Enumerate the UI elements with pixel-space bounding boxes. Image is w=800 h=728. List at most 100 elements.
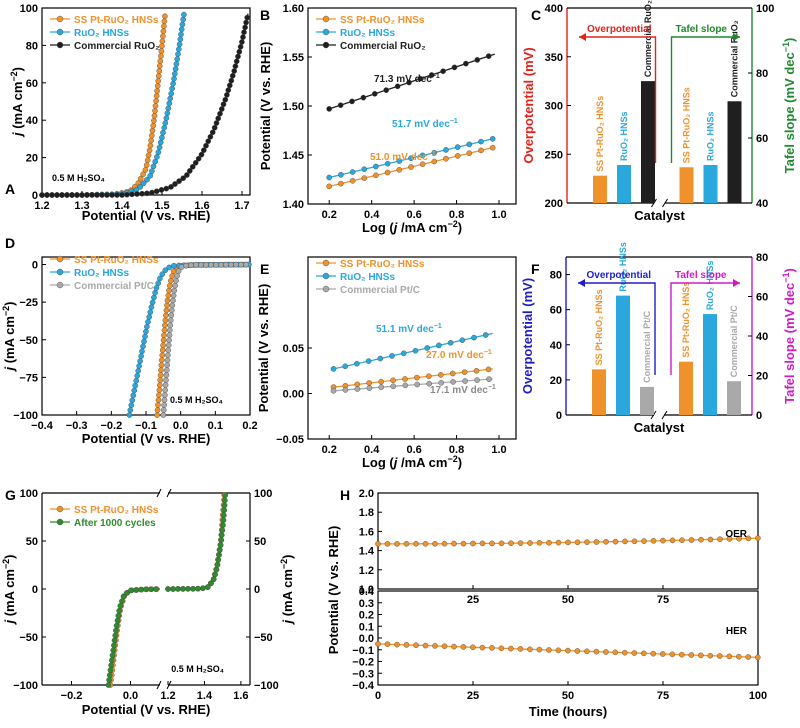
panel-a-series-0-point bbox=[153, 93, 160, 99]
panel-a-series-0-point bbox=[140, 171, 146, 178]
panel-a-series-2-point bbox=[44, 192, 50, 198]
x-tick-label: 50 bbox=[562, 690, 574, 702]
panel-g-her-series-1-point bbox=[113, 622, 120, 629]
overpotential-arrowhead bbox=[578, 279, 585, 287]
tafel-bar bbox=[727, 101, 742, 203]
slope-sup: −1 bbox=[450, 118, 458, 125]
panel-e-series-1-point bbox=[447, 339, 454, 346]
right-ylabel-group: Tafel slope (mV dec−1) bbox=[781, 38, 797, 174]
panel-h-oer-point bbox=[726, 536, 733, 542]
y-tick-label: −50 bbox=[254, 632, 273, 644]
panel-d-series-2-point bbox=[162, 392, 168, 398]
panel-d-series-0-point bbox=[164, 297, 171, 304]
x-tick-label: 0.0 bbox=[173, 420, 188, 432]
y-tick-label: 0.2 bbox=[359, 610, 374, 622]
panel-h-her-point bbox=[707, 652, 714, 659]
overpotential-bar bbox=[592, 369, 606, 415]
panel-d-series-1-point bbox=[137, 358, 143, 364]
y-tick-label: 100 bbox=[254, 488, 272, 500]
panel-h-oer-point bbox=[451, 540, 457, 547]
panel-g-her-series-1-point bbox=[110, 647, 116, 654]
panel-h-her-point bbox=[536, 646, 543, 653]
panel-d-series-0-point bbox=[166, 282, 173, 289]
y-tick-label: 1.2 bbox=[359, 565, 374, 577]
label-part: ) bbox=[782, 38, 797, 42]
panel-d-series-0-point bbox=[169, 273, 175, 279]
right-y-tick-label: 0 bbox=[756, 410, 762, 422]
panel-h-her-point bbox=[546, 647, 552, 653]
panel-h-oer-point bbox=[422, 541, 429, 547]
x-tick-label: 0.2 bbox=[242, 420, 257, 432]
y-tick-label: 0.3 bbox=[359, 598, 374, 610]
panel-d-series-1-point bbox=[149, 299, 156, 306]
panel-a-series-2-point bbox=[198, 151, 205, 158]
panel-h-oer-point bbox=[679, 537, 685, 544]
panel-a-series-2-point bbox=[200, 147, 207, 153]
panel-a-series-1-point bbox=[155, 149, 162, 155]
bar-category-label: Commercial RuO₂ bbox=[730, 20, 740, 97]
panel-a-series-1-point bbox=[178, 31, 184, 38]
panel-b-series-2-point bbox=[485, 53, 492, 59]
panel-a-series-2-point bbox=[241, 29, 247, 36]
panel-d-series-1-point bbox=[139, 348, 145, 355]
panel-h-oer-point bbox=[536, 540, 543, 546]
panel-g-oer-series-1-point bbox=[170, 586, 176, 592]
panel-d-series-0-point bbox=[156, 392, 162, 398]
bar-category-label: Commercial Pt/C bbox=[729, 305, 739, 378]
left-y-tick-label: 0 bbox=[556, 410, 562, 422]
panel-a-series-1-point bbox=[150, 163, 157, 170]
panel-a-series-2-point bbox=[209, 129, 216, 136]
panel-e-xlabel-group: Log (j /mA cm−2) bbox=[362, 454, 462, 470]
panel-d-series-2-point bbox=[163, 377, 169, 383]
panel-a-series-0-point bbox=[152, 103, 159, 109]
panel-a-series-0-point bbox=[142, 167, 149, 173]
panel-d-series-1-point bbox=[162, 267, 169, 274]
label-part: ) bbox=[280, 554, 295, 558]
panel-e-series-2-point bbox=[438, 379, 445, 386]
y-tick-label: 0.0 bbox=[359, 633, 374, 645]
panel-e-series-1-point bbox=[412, 347, 419, 354]
panel-a-series-0-point bbox=[160, 28, 167, 35]
panel-a-series-0-point bbox=[158, 53, 164, 59]
panel-d-series-1-point bbox=[132, 382, 138, 389]
panel-a-series-2-point bbox=[94, 192, 100, 198]
panel-h-her-point bbox=[650, 650, 657, 657]
panel-h-her-point bbox=[726, 653, 733, 660]
y-tick-label: −0.1 bbox=[352, 645, 374, 657]
panel-a-series-2-point bbox=[144, 190, 150, 197]
panel-g-her-series-1-point bbox=[112, 632, 118, 639]
x-tick-label: 0 bbox=[375, 690, 381, 702]
x-tick-label: 1.2 bbox=[34, 200, 49, 212]
panel-a-xlabel: Potential (V vs. RHE) bbox=[82, 208, 211, 223]
panel-a-series-2-point bbox=[184, 172, 190, 178]
panel-b-series-1-point bbox=[408, 155, 414, 161]
panel-d-series-0-point bbox=[162, 322, 168, 329]
y-tick-label: 0.05 bbox=[283, 343, 304, 355]
panel-h-her-point bbox=[403, 642, 410, 648]
panel-g-her-series-1-point bbox=[108, 662, 114, 669]
panel-h-her-point bbox=[508, 645, 514, 652]
panel-d-series-2-point bbox=[165, 347, 172, 354]
panel-a-series-2-point bbox=[242, 24, 248, 31]
panel-b-series-2-point bbox=[383, 87, 390, 93]
panel-a-series-2-point bbox=[232, 63, 239, 69]
y-tick-label: −0.05 bbox=[276, 434, 304, 446]
y-tick-label: 40 bbox=[26, 115, 38, 127]
panel-a-series-2-point bbox=[222, 96, 229, 103]
panel-b-series-1-point bbox=[338, 171, 344, 178]
panel-d-series-1-point bbox=[147, 309, 154, 315]
panel-b-series-0-point bbox=[431, 158, 438, 165]
panel-e-slope-label: 27.0 mV dec−1 bbox=[426, 349, 492, 361]
panel-a-series-2-point bbox=[59, 192, 65, 198]
panel-b-series-0-point bbox=[326, 183, 333, 190]
panel-e-series-2-point bbox=[414, 381, 421, 388]
panel-b-series-1-point bbox=[466, 141, 473, 148]
panel-letter: A bbox=[5, 181, 15, 197]
tafel-bar bbox=[679, 167, 694, 203]
panel-a-series-2-point bbox=[233, 58, 240, 65]
label-part: ) bbox=[2, 301, 17, 305]
panel-g-her-series-1-point bbox=[148, 586, 154, 593]
panel-d-series-2-point bbox=[171, 287, 178, 294]
y-tick-label: 1.4 bbox=[359, 546, 375, 558]
panel-g-her-series-1-point bbox=[107, 667, 114, 673]
